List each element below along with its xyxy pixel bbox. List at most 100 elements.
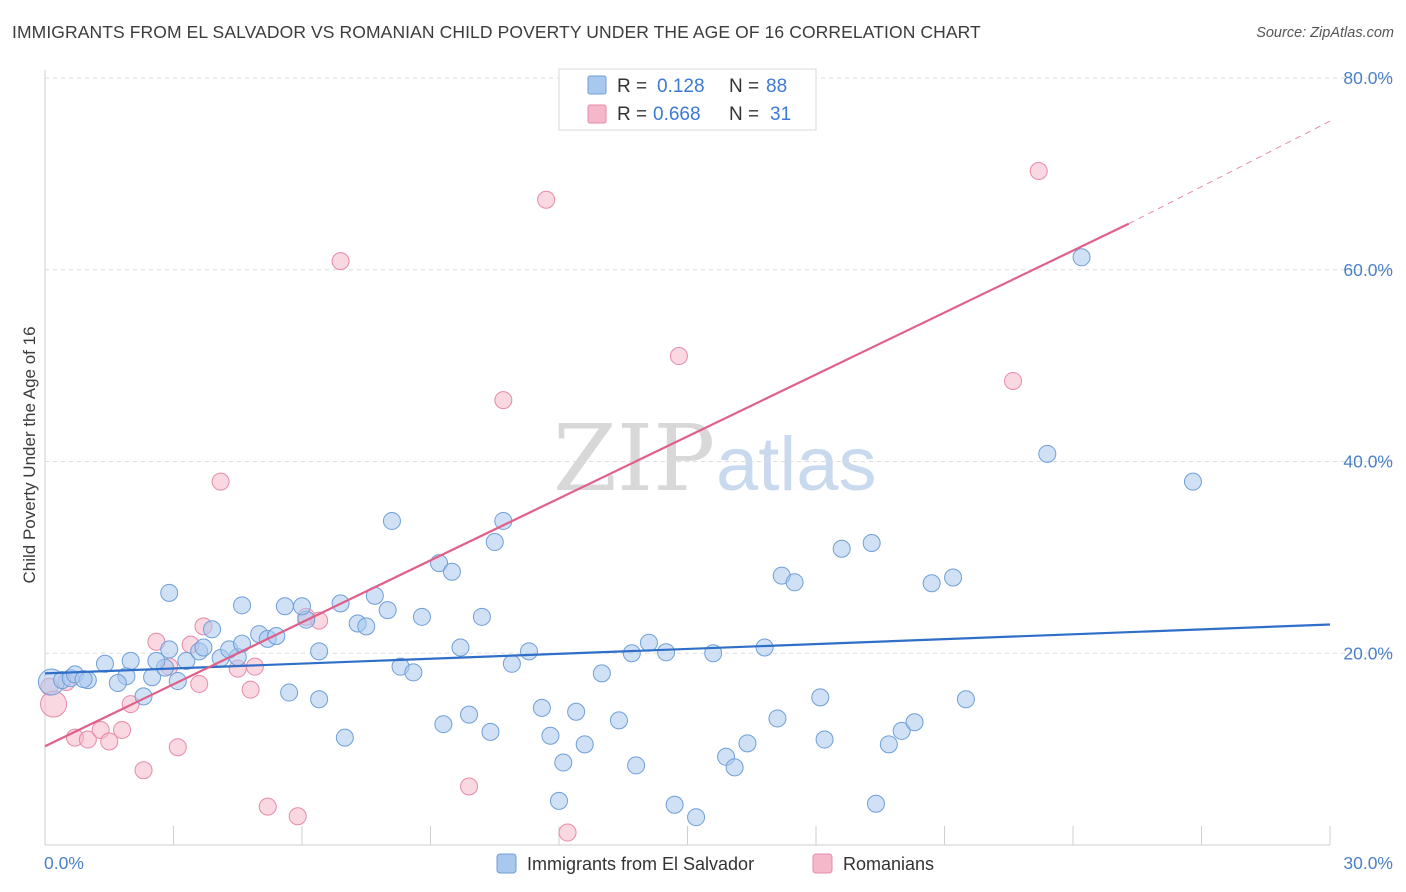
el-salvador-point <box>575 735 594 754</box>
series-legend: Immigrants from El Salvador Romanians <box>496 853 934 874</box>
el-salvador-point <box>725 758 744 777</box>
legend-r-value-1: 0.128 <box>657 76 705 97</box>
el-salvador-point <box>738 734 757 753</box>
bottom-legend-swatch-el-salvador <box>496 853 517 874</box>
el-salvador-point <box>434 715 453 734</box>
el-salvador-point <box>520 642 539 661</box>
el-salvador-point <box>378 601 397 620</box>
el-salvador-point <box>203 620 222 639</box>
el-salvador-point <box>879 735 898 754</box>
x-tick-labels: 0.0% 30.0% <box>44 853 1393 873</box>
romanians-point <box>1004 371 1023 390</box>
el-salvador-point <box>609 711 628 730</box>
el-salvador-point <box>815 730 834 749</box>
el-salvador-point <box>404 663 423 682</box>
el-salvador-point <box>494 511 513 530</box>
romanians-point <box>669 347 688 366</box>
el-salvador-point <box>1183 472 1202 491</box>
legend-n-label-1: N = <box>729 76 759 97</box>
el-salvador-point <box>233 596 252 615</box>
el-salvador-point <box>665 795 684 814</box>
el-salvador-point <box>412 607 431 626</box>
el-salvador-point <box>310 690 329 709</box>
romanians-point <box>558 823 577 842</box>
el-salvador-point <box>768 709 787 728</box>
el-salvador-point <box>160 583 179 602</box>
romanians-point <box>288 807 307 826</box>
el-salvador-point <box>472 607 491 626</box>
legend-r-label-1: R = <box>617 76 647 97</box>
x-tick-label: 30.0% <box>1343 853 1393 873</box>
el-salvador-point <box>177 651 196 670</box>
el-salvador-point <box>532 698 551 717</box>
el-salvador-trend-line <box>44 623 1331 675</box>
watermark: ZIP atlas <box>553 405 877 512</box>
el-salvador-point <box>442 562 461 581</box>
legend-n-value-1: 88 <box>766 76 787 97</box>
el-salvador-point <box>280 683 299 702</box>
el-salvador-point <box>892 721 911 740</box>
el-salvador-point <box>267 626 286 645</box>
romanians-point <box>1029 161 1048 180</box>
romanians-point <box>100 732 119 751</box>
el-salvador-point <box>74 670 93 689</box>
bottom-legend-label-romanians: Romanians <box>843 854 934 874</box>
legend-swatch-romanians <box>587 104 607 124</box>
romanians-point <box>241 680 260 699</box>
el-salvador-point <box>121 651 140 670</box>
el-salvador-point <box>108 673 127 692</box>
el-salvador-point <box>687 808 706 827</box>
el-salvador-point <box>451 638 470 657</box>
el-salvador-point <box>866 794 885 813</box>
el-salvador-point <box>382 511 401 530</box>
bottom-legend-swatch-romanians <box>812 853 833 874</box>
el-salvador-point <box>639 633 658 652</box>
romanians-trend-line <box>44 222 1130 748</box>
el-salvador-point <box>956 690 975 709</box>
el-salvador-point <box>293 597 311 616</box>
romanians-point <box>331 252 350 271</box>
el-salvador-point <box>160 640 179 659</box>
el-salvador-point <box>657 643 676 662</box>
el-salvador-point <box>541 726 560 745</box>
y-tick-label: 60.0% <box>1343 260 1393 280</box>
legend-r-value-2: 0.668 <box>653 104 701 125</box>
el-salvador-point <box>460 705 479 724</box>
el-salvador-point <box>905 713 924 732</box>
el-salvador-point <box>944 568 963 587</box>
el-salvador-point <box>275 597 294 616</box>
romanians-points <box>40 161 1048 842</box>
y-tick-labels: 20.0% 40.0% 60.0% 80.0% <box>1343 68 1393 663</box>
watermark-zip: ZIP <box>553 405 715 512</box>
el-salvador-point <box>554 753 573 772</box>
x-tick-label: 0.0% <box>44 853 84 873</box>
el-salvador-point <box>627 756 646 775</box>
el-salvador-point <box>502 654 521 673</box>
el-salvador-point <box>335 728 354 747</box>
el-salvador-point <box>755 638 774 657</box>
romanians-trend-extension <box>1128 120 1331 225</box>
legend-n-label-2: N = <box>729 104 759 125</box>
romanians-point <box>460 777 479 796</box>
gridlines <box>45 77 1392 654</box>
el-salvador-point <box>622 644 641 663</box>
legend-swatch-el-salvador <box>587 75 607 95</box>
romanians-point <box>537 190 556 209</box>
romanians-point <box>258 797 277 816</box>
romanians-point <box>134 761 153 780</box>
el-salvador-point <box>357 617 376 636</box>
chart-title: IMMIGRANTS FROM EL SALVADOR VS ROMANIAN … <box>12 22 981 42</box>
el-salvador-point <box>592 664 611 683</box>
el-salvador-point <box>481 722 500 741</box>
stats-legend: R = 0.128 N = 88 R = 0.668 N = 31 <box>558 68 817 131</box>
romanians-point <box>113 720 132 739</box>
y-axis-title: Child Poverty Under the Age of 16 <box>20 326 39 583</box>
watermark-atlas: atlas <box>716 422 877 507</box>
el-salvador-point <box>194 638 213 657</box>
x-axis-ticks <box>44 826 1331 845</box>
bottom-legend-label-el-salvador: Immigrants from El Salvador <box>527 854 754 874</box>
el-salvador-point <box>862 533 881 552</box>
el-salvador-point <box>95 654 114 673</box>
el-salvador-point <box>550 791 568 810</box>
el-salvador-point <box>785 573 804 592</box>
